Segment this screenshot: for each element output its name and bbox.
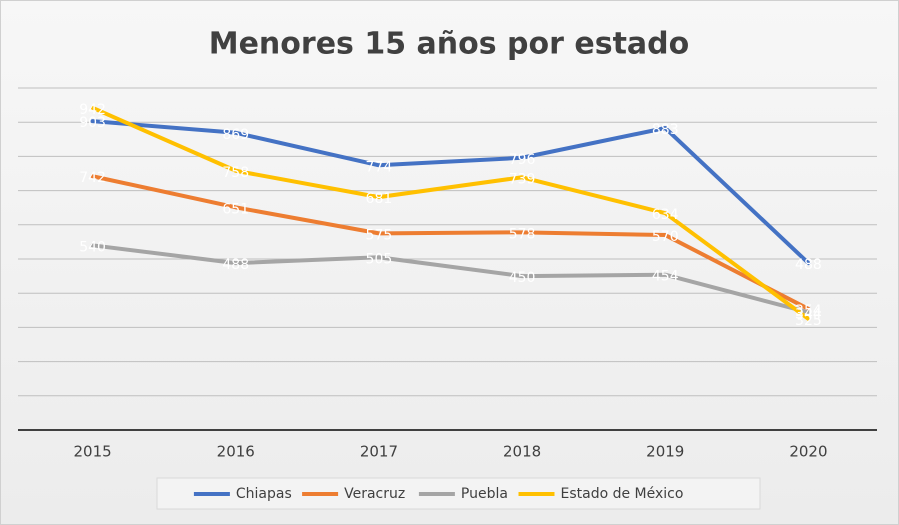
data-label: 869 xyxy=(222,127,249,143)
data-label: 354 xyxy=(795,303,822,319)
series-line xyxy=(90,174,811,311)
data-label: 942 xyxy=(79,102,106,118)
data-label: 540 xyxy=(79,239,106,255)
x-tick-label: 2019 xyxy=(646,443,684,461)
x-tick-label: 2020 xyxy=(789,443,827,461)
series-line xyxy=(90,243,811,315)
x-tick-label: 2018 xyxy=(503,443,541,461)
data-label: 742 xyxy=(79,170,106,186)
legend-label: Veracruz xyxy=(344,486,405,502)
x-tick-label: 2017 xyxy=(360,443,398,461)
data-label: 883 xyxy=(652,122,679,138)
series-line xyxy=(90,105,811,321)
data-label: 774 xyxy=(366,159,393,175)
legend-label: Chiapas xyxy=(236,486,292,502)
data-label: 578 xyxy=(509,226,536,242)
data-label: 505 xyxy=(366,251,393,267)
series-line xyxy=(90,119,811,266)
data-label: 758 xyxy=(222,165,249,181)
data-label: 739 xyxy=(509,171,536,187)
data-label: 575 xyxy=(366,227,393,243)
data-label: 570 xyxy=(652,229,679,245)
data-label: 634 xyxy=(652,207,679,223)
chart-title: Menores 15 años por estado xyxy=(209,27,690,62)
data-label: 681 xyxy=(366,191,393,207)
data-label: 454 xyxy=(652,269,679,285)
x-tick-label: 2016 xyxy=(217,443,255,461)
x-tick-label: 2015 xyxy=(73,443,111,461)
data-label: 903 xyxy=(79,115,106,131)
data-label: 488 xyxy=(795,257,822,273)
legend-label: Puebla xyxy=(461,486,508,502)
legend-box xyxy=(156,477,761,510)
data-label: 325 xyxy=(795,313,822,329)
legend-label: Estado de México xyxy=(561,486,684,502)
data-label: 796 xyxy=(509,152,536,168)
data-label: 651 xyxy=(222,201,249,217)
data-label: 450 xyxy=(509,270,536,286)
data-label: 488 xyxy=(222,257,249,273)
data-label: 344 xyxy=(795,306,822,322)
